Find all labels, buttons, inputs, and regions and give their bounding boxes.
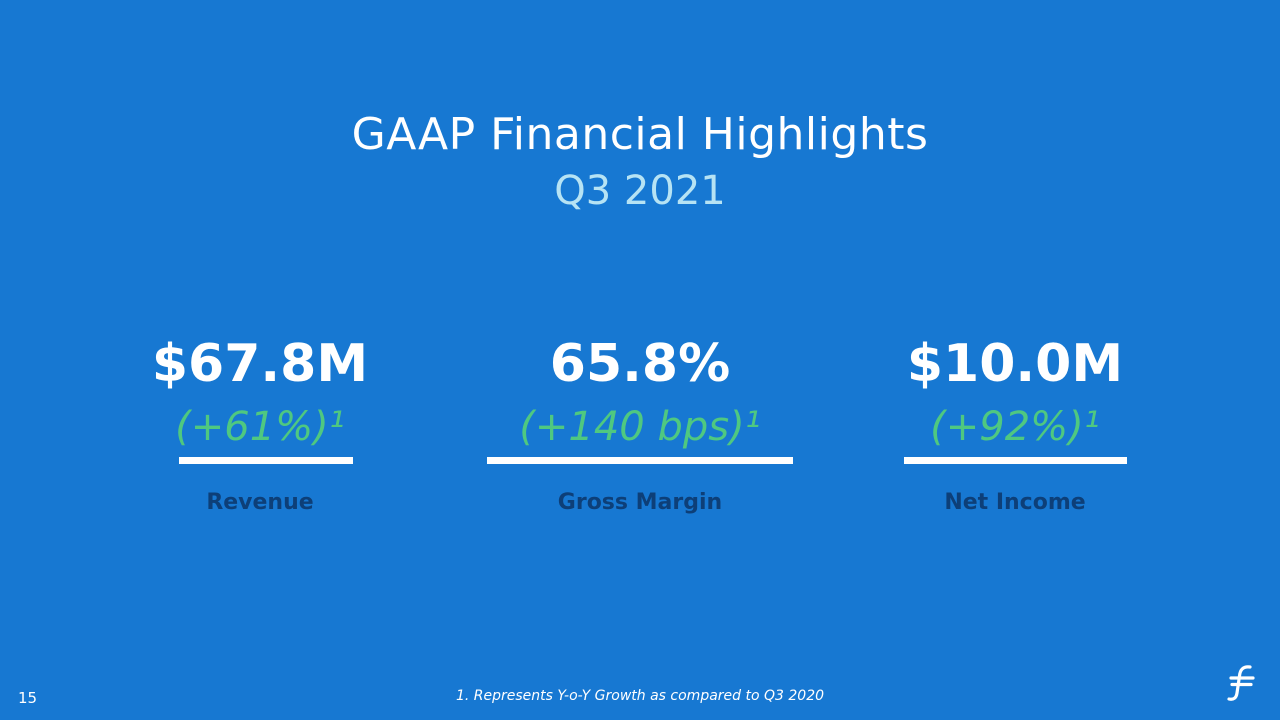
metric-divider xyxy=(487,457,793,464)
footnote: 1. Represents Y-o-Y Growth as compared t… xyxy=(455,688,825,704)
metric-divider xyxy=(179,457,353,464)
metric-value: $10.0M xyxy=(906,334,1124,394)
metric-label: Net Income xyxy=(944,490,1086,515)
slide-subtitle: Q3 2021 xyxy=(554,168,726,214)
slide-title: GAAP Financial Highlights xyxy=(351,109,929,160)
metric-divider xyxy=(904,457,1127,464)
brand-f-logo-icon xyxy=(1226,662,1258,702)
metric-growth: (+92%)¹ xyxy=(930,404,1100,450)
page-number: 15 xyxy=(18,689,38,707)
metric-label: Revenue xyxy=(206,490,314,515)
metric-value: 65.8% xyxy=(549,334,731,394)
metric-value: $67.8M xyxy=(151,334,369,394)
metric-growth: (+61%)¹ xyxy=(175,404,345,450)
metric-growth: (+140 bps)¹ xyxy=(519,404,761,450)
metric-label: Gross Margin xyxy=(557,490,723,515)
